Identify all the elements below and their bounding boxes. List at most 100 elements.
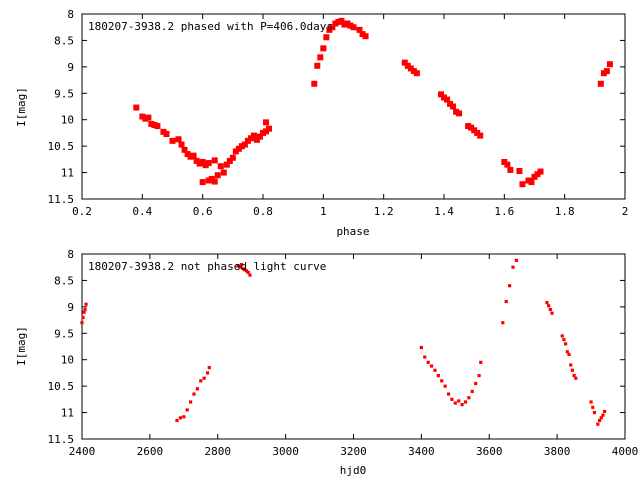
x-axis-label: hjd0 xyxy=(340,464,367,477)
data-point xyxy=(235,145,242,152)
data-point xyxy=(570,368,574,372)
data-point xyxy=(142,115,149,122)
data-point xyxy=(440,379,444,383)
y-tick-label: 10 xyxy=(61,354,74,367)
data-point xyxy=(423,355,427,359)
x-axis-label: phase xyxy=(336,225,369,238)
data-point xyxy=(465,123,472,130)
data-point xyxy=(263,128,270,135)
data-point xyxy=(238,143,245,150)
data-point xyxy=(199,379,203,383)
data-point xyxy=(443,384,447,388)
data-point xyxy=(344,20,351,27)
data-point xyxy=(163,130,170,137)
data-point xyxy=(83,307,87,312)
data-point xyxy=(195,387,199,391)
data-point xyxy=(182,415,186,419)
data-point xyxy=(460,403,464,407)
y-tick-label: 9 xyxy=(67,61,74,74)
data-point xyxy=(545,301,549,305)
data-point xyxy=(335,18,342,25)
data-point xyxy=(592,410,597,415)
data-point xyxy=(457,399,461,403)
data-point xyxy=(600,70,607,77)
data-point xyxy=(244,137,251,144)
data-point xyxy=(205,177,212,184)
data-point xyxy=(471,127,478,134)
data-point xyxy=(362,33,369,40)
data-point xyxy=(82,310,86,314)
y-tick-label: 11 xyxy=(61,167,74,180)
data-point xyxy=(560,334,564,338)
data-point xyxy=(169,137,176,144)
data-point xyxy=(145,114,152,121)
x-tick-label: 2 xyxy=(622,205,629,218)
data-point xyxy=(356,26,363,33)
x-tick-label: 1.8 xyxy=(555,205,575,218)
data-point xyxy=(190,152,197,159)
y-tick-label: 11.5 xyxy=(48,433,75,446)
data-point xyxy=(528,179,535,186)
data-point xyxy=(317,54,324,61)
data-point xyxy=(154,123,161,130)
chart-title: 180207-3938.2 not phased light curve xyxy=(88,260,326,273)
data-point xyxy=(603,68,610,75)
data-point xyxy=(247,135,254,142)
x-tick-label: 4000 xyxy=(612,445,639,458)
x-tick-label: 3600 xyxy=(476,445,503,458)
data-point xyxy=(453,108,460,115)
data-point xyxy=(260,129,266,136)
data-point xyxy=(220,169,227,176)
data-point xyxy=(199,179,206,186)
x-tick-label: 1.4 xyxy=(434,205,454,218)
data-point xyxy=(148,120,155,127)
data-point xyxy=(329,24,336,31)
plot-frame xyxy=(81,13,626,200)
data-point xyxy=(256,133,263,140)
y-tick-label: 8 xyxy=(67,248,74,261)
data-point xyxy=(266,125,273,132)
x-tick-label: 2800 xyxy=(205,445,232,458)
x-tick-label: 0.8 xyxy=(253,205,273,218)
data-point xyxy=(534,171,541,178)
data-point xyxy=(229,154,236,161)
data-point xyxy=(413,70,420,77)
data-point xyxy=(589,400,593,404)
data-point xyxy=(199,159,206,165)
data-point xyxy=(504,161,511,168)
data-point xyxy=(205,371,210,375)
data-point xyxy=(410,68,417,75)
data-point xyxy=(223,161,230,168)
data-point xyxy=(467,396,471,400)
phased-light-curve-panel: 0.2 0.4 0.6 0.8 1 1.2 1.4 1.6 1.8 2 8 8.5 9 9.5 10 10.… xyxy=(15,8,628,238)
data-point xyxy=(401,59,408,66)
data-point xyxy=(429,364,434,368)
data-point xyxy=(80,321,84,325)
data-point xyxy=(436,373,440,378)
data-point xyxy=(359,31,366,38)
data-point xyxy=(202,376,206,380)
data-point xyxy=(426,360,430,364)
data-point xyxy=(470,389,474,394)
y-tick-label: 9.5 xyxy=(54,327,74,340)
y-tick-label: 9 xyxy=(67,301,74,314)
data-point xyxy=(207,366,211,370)
data-point xyxy=(238,265,242,269)
y-axis-label: I[mag] xyxy=(15,87,28,127)
data-point xyxy=(447,100,454,107)
data-point xyxy=(241,141,248,148)
data-point xyxy=(314,62,321,69)
data-point xyxy=(453,401,457,405)
data-point xyxy=(320,45,327,52)
data-point xyxy=(178,141,185,148)
data-point xyxy=(217,163,224,170)
data-point xyxy=(606,61,613,68)
data-point xyxy=(133,104,140,111)
data-point xyxy=(151,122,158,128)
data-point xyxy=(474,129,481,136)
x-tick-label: 0.2 xyxy=(72,205,92,218)
data-point xyxy=(450,397,454,401)
